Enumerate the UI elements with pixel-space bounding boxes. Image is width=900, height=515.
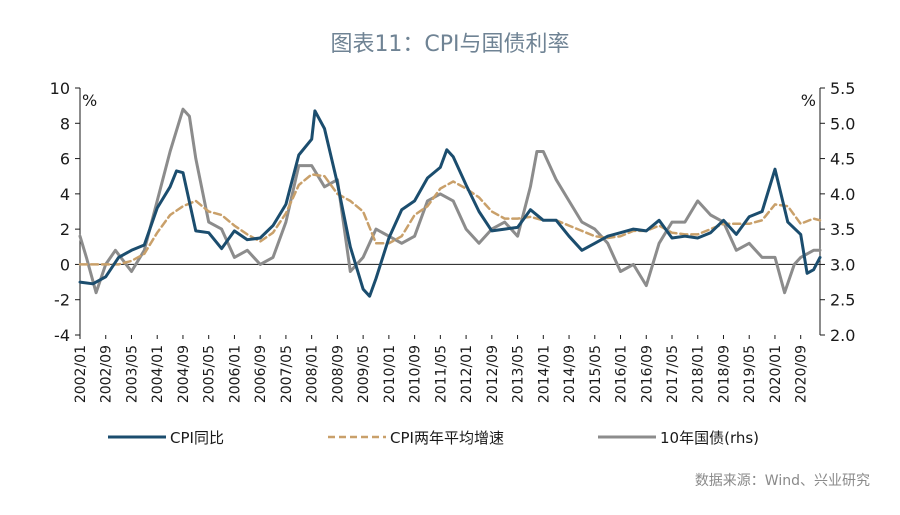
x-tick-label: 2003/05: [124, 345, 140, 403]
x-tick-label: 2018/09: [716, 345, 732, 403]
x-tick-label: 2014/09: [562, 345, 578, 403]
left-tick-label: 8: [60, 114, 70, 133]
x-tick-label: 2002/09: [99, 345, 115, 403]
x-tick-label: 2020/09: [794, 345, 810, 403]
x-tick-label: 2010/09: [408, 345, 424, 403]
series-line-1: [78, 173, 822, 266]
right-unit-label: %: [801, 91, 816, 110]
x-tick-label: 2006/01: [227, 345, 243, 403]
x-tick-label: 2008/01: [305, 345, 321, 403]
left-tick-label: -4: [54, 326, 70, 345]
x-tick-label: 2015/05: [588, 345, 604, 403]
legend-label-1: CPI两年平均增速: [390, 429, 504, 447]
x-tick-label: 2014/01: [536, 345, 552, 403]
right-tick-label: 5.5: [830, 79, 855, 98]
x-tick-label: 2004/01: [150, 345, 166, 403]
x-tick-label: 2016/09: [639, 345, 655, 403]
right-tick-label: 4.0: [830, 185, 855, 204]
left-tick-labels: -4 -2 0 2 4 6 8 10: [50, 79, 80, 345]
x-tick-label: 2018/01: [691, 345, 707, 403]
x-tick-label: 2007/05: [279, 345, 295, 403]
x-tick-label: 2009/05: [356, 345, 372, 403]
right-tick-label: 2.0: [830, 326, 855, 345]
right-tick-labels: 2.0 2.5 3.0 3.5 4.0 4.5 5.0 5.5: [820, 79, 855, 345]
x-tick-label: 2006/09: [253, 345, 269, 403]
left-tick-label: 0: [60, 255, 70, 274]
chart-title: 图表11：CPI与国债利率: [330, 32, 570, 57]
left-tick-label: 10: [50, 79, 70, 98]
x-tick-labels: 2002/01 2002/09 2003/05 2004/01 2004/09 2005/…: [73, 335, 810, 403]
source-note: 数据来源：Wind、兴业研究: [694, 473, 870, 489]
x-tick-label: 2012/09: [485, 345, 501, 403]
x-tick-label: 2016/01: [614, 345, 630, 403]
series-line-0: [78, 109, 822, 298]
right-tick-label: 5.0: [830, 114, 855, 133]
right-tick-label: 3.0: [830, 255, 855, 274]
x-tick-label: 2012/01: [459, 345, 475, 403]
legend-label-2: 10年国债(rhs): [660, 429, 759, 447]
right-tick-label: 2.5: [830, 291, 855, 310]
series-lines: [78, 107, 822, 298]
left-tick-label: -2: [54, 291, 70, 310]
series-line-2: [78, 107, 822, 295]
left-tick-label: 6: [60, 150, 70, 169]
x-tick-label: 2005/05: [202, 345, 218, 403]
x-tick-label: 2004/09: [176, 345, 192, 403]
x-tick-label: 2020/01: [768, 345, 784, 403]
x-tick-label: 2002/01: [73, 345, 89, 403]
legend-label-0: CPI同比: [170, 429, 224, 447]
x-tick-label: 2010/01: [382, 345, 398, 403]
left-unit-label: %: [82, 91, 97, 110]
x-tick-label: 2019/05: [742, 345, 758, 403]
right-tick-label: 4.5: [830, 150, 855, 169]
legend: CPI同比 CPI两年平均增速 10年国债(rhs): [108, 429, 759, 447]
x-tick-label: 2017/05: [665, 345, 681, 403]
left-tick-label: 4: [60, 185, 70, 204]
x-tick-label: 2013/05: [511, 345, 527, 403]
x-tick-label: 2011/05: [433, 345, 449, 403]
x-tick-label: 2008/09: [330, 345, 346, 403]
right-tick-label: 3.5: [830, 220, 855, 239]
left-tick-label: 2: [60, 220, 70, 239]
